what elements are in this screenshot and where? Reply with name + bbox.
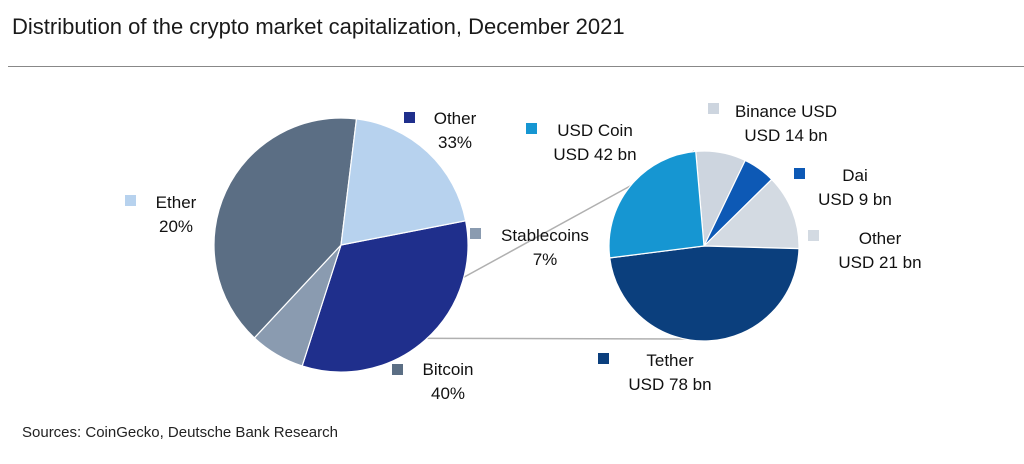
stablecoin-label-tether-value: USD 78 bn: [628, 375, 711, 394]
main-slice-other: [301, 220, 469, 373]
main-pie: [213, 117, 469, 373]
stablecoin-label-other-name: Other: [859, 229, 902, 248]
stablecoin-label-usd-coin-value: USD 42 bn: [553, 145, 636, 164]
main-label-ether-name: Ether: [156, 193, 197, 212]
main-label-other-swatch: [404, 112, 415, 123]
stablecoin-label-tether-name: Tether: [646, 351, 694, 370]
main-label-other-name: Other: [434, 109, 477, 128]
stablecoin-label-dai-swatch: [794, 168, 805, 179]
main-slice-ether: [340, 118, 467, 246]
main-label-ether-value: 20%: [159, 217, 193, 236]
main-label-stablecoins-name: Stablecoins: [501, 226, 589, 245]
stablecoin-slice-tether: [609, 245, 800, 342]
chart-title: Distribution of the crypto market capita…: [12, 14, 625, 39]
main-label-bitcoin-name: Bitcoin: [422, 360, 473, 379]
main-label-bitcoin-swatch: [392, 364, 403, 375]
slice-labels: Other 33% Stablecoins 7% Bitcoin 40% Ether 20% B…: [125, 102, 922, 403]
stablecoin-slice-usd-coin: [608, 150, 705, 259]
main-label-ether-swatch: [125, 195, 136, 206]
stablecoin-label-dai-name: Dai: [842, 166, 868, 185]
stablecoin-slice-other: [702, 178, 800, 250]
stablecoin-label-binance-usd-name: Binance USD: [735, 102, 837, 121]
main-label-other-value: 33%: [438, 133, 472, 152]
stablecoin-label-other-swatch: [808, 230, 819, 241]
stablecoin-label-usd-coin-name: USD Coin: [557, 121, 633, 140]
main-label-stablecoins-value: 7%: [533, 250, 558, 269]
stablecoin-label-dai-value: USD 9 bn: [818, 190, 892, 209]
stablecoin-label-binance-usd-value: USD 14 bn: [744, 126, 827, 145]
source-note: Sources: CoinGecko, Deutsche Bank Resear…: [22, 424, 338, 441]
stablecoin-label-binance-usd-swatch: [708, 103, 719, 114]
stablecoin-label-other-value: USD 21 bn: [838, 253, 921, 272]
main-label-stablecoins-swatch: [470, 228, 481, 239]
stablecoin-pie: [608, 150, 800, 342]
main-label-bitcoin-value: 40%: [431, 384, 465, 403]
title-divider: [8, 66, 1024, 67]
stablecoin-label-tether-swatch: [598, 353, 609, 364]
main-slice-bitcoin: [213, 117, 358, 339]
stablecoin-label-usd-coin-swatch: [526, 123, 537, 134]
